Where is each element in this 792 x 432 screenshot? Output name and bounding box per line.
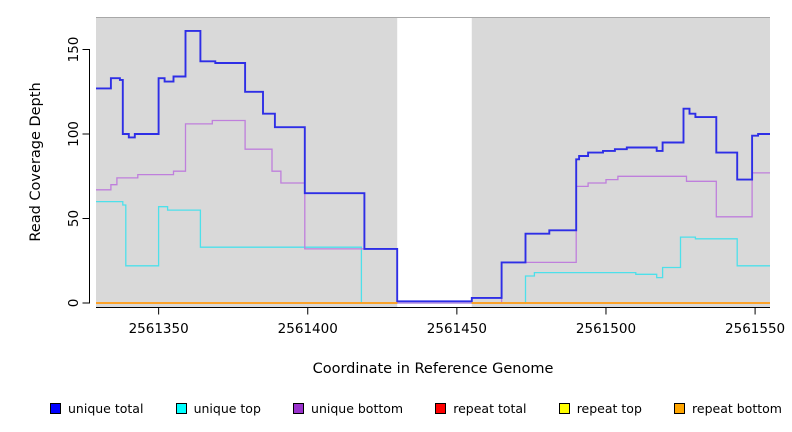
x-tick-label: 2561550	[725, 321, 785, 337]
legend-label: repeat bottom	[692, 400, 782, 416]
plot-background-region	[96, 17, 398, 307]
repeat-total-swatch-icon	[435, 402, 447, 414]
legend-label: unique top	[193, 400, 261, 416]
y-tick-label: 150	[66, 37, 82, 63]
y-tick-label: 0	[66, 299, 82, 308]
legend-label: repeat top	[576, 400, 642, 416]
legend-item-unique-total: unique total	[50, 401, 143, 416]
coverage-chart: 0 50 100 150 2561350 2561400 2561450 2561500 256…	[66, 17, 785, 337]
x-tick-label: 2561400	[278, 321, 338, 337]
plot-background-region	[471, 17, 770, 307]
repeat-top-swatch-icon	[558, 402, 570, 414]
legend-item-unique-bottom: unique bottom	[293, 401, 403, 416]
y-tick-label: 100	[66, 121, 82, 147]
chart-legend: unique total unique top unique bottom re…	[50, 399, 782, 417]
legend-item-repeat-total: repeat total	[435, 400, 527, 416]
series-line-unique-total	[96, 29, 770, 303]
legend-label: repeat total	[453, 400, 527, 416]
legend-item-repeat-bottom: repeat bottom	[674, 401, 782, 416]
x-tick-label: 2561450	[427, 321, 487, 337]
repeat-bottom-swatch-icon	[674, 402, 686, 414]
y-axis-title: Read Coverage Depth	[28, 82, 44, 242]
x-tick-label: 2561350	[129, 321, 189, 337]
legend-label: unique bottom	[311, 400, 404, 416]
y-tick-label: 50	[66, 210, 82, 227]
unique-top-swatch-icon	[175, 402, 187, 414]
series-line-unique-top	[96, 200, 770, 304]
legend-label: unique total	[68, 400, 144, 416]
legend-item-repeat-top: repeat top	[558, 400, 642, 416]
unique-bottom-swatch-icon	[293, 402, 305, 414]
unique-total-swatch-icon	[50, 402, 61, 414]
series-line-unique-bottom	[96, 119, 770, 304]
legend-item-unique-top: unique top	[175, 400, 261, 416]
x-axis-title: Coordinate in Reference Genome	[312, 361, 554, 377]
x-tick-label: 2561500	[576, 321, 636, 337]
